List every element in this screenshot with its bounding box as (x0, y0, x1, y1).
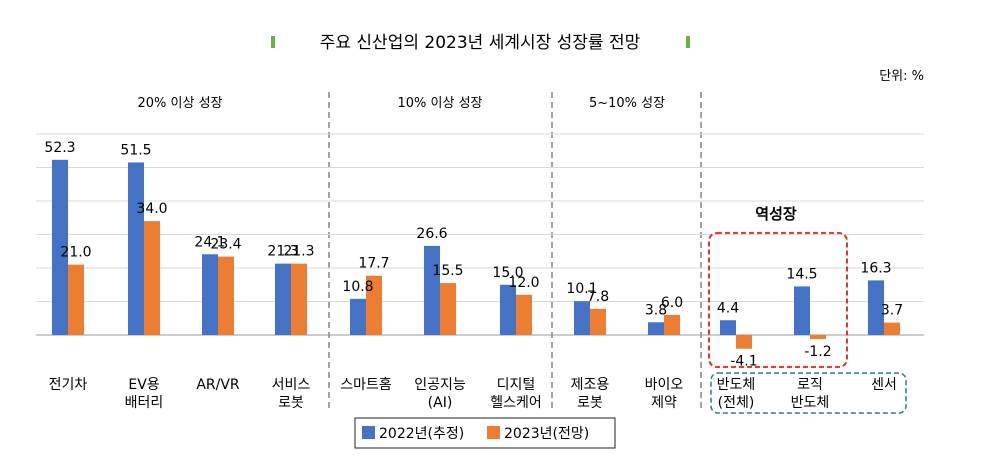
category-label-1: EV용 (128, 377, 159, 393)
category-label-3: 서비스 (272, 377, 311, 393)
bar-2023-1 (144, 221, 160, 335)
legend-label-2023: 2023년(전망) (504, 426, 589, 442)
category-label-8-line2: 제약 (651, 395, 677, 411)
data-label-2023-0: 21.0 (60, 245, 91, 261)
data-label-2022-4: 10.8 (342, 279, 373, 295)
bar-2022-9 (720, 320, 736, 335)
category-label-5-line2: (AI) (428, 395, 453, 411)
bar-2023-7 (590, 308, 606, 335)
data-label-2023-6: 12.0 (508, 275, 539, 291)
title-marker-left-icon (271, 36, 275, 48)
category-label-1-line2: 배터리 (125, 395, 164, 411)
legend-swatch-2023 (487, 426, 500, 439)
category-label-10-line2: 반도체 (791, 395, 830, 411)
bar-2022-8 (648, 322, 664, 335)
bar-2023-9 (736, 335, 752, 349)
data-label-2023-8: 6.0 (661, 295, 683, 311)
data-label-2022-10: 14.5 (786, 266, 817, 282)
data-label-2023-7: 7.8 (587, 289, 609, 305)
category-label-7: 제조용 (571, 377, 610, 393)
data-label-2022-11: 16.3 (860, 260, 891, 276)
data-label-2022-0: 52.3 (44, 140, 75, 156)
category-label-4: 스마트홈 (340, 377, 392, 393)
bar-2023-10 (810, 335, 826, 340)
bar-2022-1 (128, 162, 144, 335)
bar-2023-11 (884, 322, 900, 335)
bar-2022-0 (52, 159, 68, 335)
data-label-2023-2: 23.4 (210, 237, 241, 253)
category-label-6: 디지털 (497, 377, 536, 393)
bar-2022-6 (500, 284, 516, 335)
group-label-20: 20% 이상 성장 (138, 96, 223, 111)
category-label-2: AR/VR (196, 377, 240, 393)
bar-2023-0 (68, 264, 84, 335)
chart-title: 주요 신산업의 2023년 세계시장 성장률 전망 (320, 33, 641, 53)
bar-2022-2 (202, 254, 218, 335)
legend-swatch-2022 (362, 426, 375, 439)
category-label-9: 반도체 (717, 377, 756, 393)
bar-2022-4 (350, 298, 366, 335)
data-label-2022-6: 15.0 (492, 265, 523, 281)
data-label-2022-1: 51.5 (120, 142, 151, 158)
legend-box (354, 417, 616, 449)
bar-2023-4 (366, 275, 382, 335)
bar-2023-5 (440, 283, 456, 335)
data-label-2022-2: 24.1 (194, 234, 225, 250)
data-label-2023-1: 34.0 (136, 201, 167, 217)
bar-2022-5 (424, 245, 440, 335)
bar-2023-6 (516, 294, 532, 335)
group-label-10: 10% 이상 성장 (398, 96, 483, 111)
unit-label: 단위: % (879, 69, 924, 84)
negative-growth-label: 역성장 (755, 205, 797, 223)
data-label-2023-4: 17.7 (358, 256, 389, 272)
bar-2023-3 (291, 263, 307, 335)
bar-2022-11 (868, 280, 884, 335)
data-label-2023-10: -1.2 (804, 344, 831, 360)
category-label-11: 센서 (871, 377, 897, 393)
data-label-2022-7: 10.1 (566, 281, 597, 297)
semiconductor-category-highlight (710, 372, 907, 414)
category-label-3-line2: 로봇 (278, 395, 304, 411)
data-label-2023-5: 15.5 (432, 263, 463, 279)
category-label-7-line2: 로봇 (577, 395, 603, 411)
legend: 2022년(추정) 2023년(전망) (354, 417, 616, 449)
data-label-2023-3: 21.3 (283, 244, 314, 260)
title-marker-right-icon (686, 36, 690, 48)
data-label-2022-5: 26.6 (416, 226, 447, 242)
bar-2022-10 (794, 286, 810, 335)
data-label-2022-8: 3.8 (645, 302, 667, 318)
bar-2023-8 (664, 314, 680, 335)
bar-2023-2 (218, 256, 234, 335)
data-label-2023-9: -4.1 (730, 354, 757, 370)
category-label-5: 인공지능 (414, 377, 466, 393)
data-label-2023-11: 3.7 (881, 303, 903, 319)
category-label-9-line2: (전체) (718, 395, 755, 411)
category-label-10: 로직 (797, 377, 823, 393)
data-label-2022-3: 21.3 (267, 244, 298, 260)
negative-growth-highlight (708, 232, 848, 368)
category-label-0: 전기차 (49, 377, 88, 393)
category-label-8: 바이오 (645, 377, 684, 393)
category-label-6-line2: 헬스케어 (490, 395, 542, 411)
legend-label-2022: 2022년(추정) (379, 426, 464, 442)
data-label-2022-9: 4.4 (717, 300, 739, 316)
group-label-5-10: 5~10% 성장 (589, 96, 665, 111)
bar-2022-7 (574, 301, 590, 335)
bar-2022-3 (275, 263, 291, 335)
